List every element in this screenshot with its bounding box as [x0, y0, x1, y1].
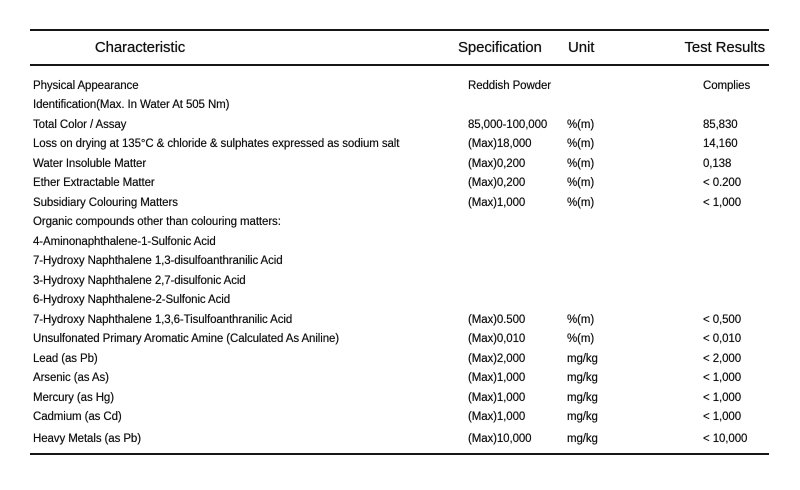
table-row: 3-Hydroxy Naphthalene 2,7-disulfonic Aci…	[30, 271, 769, 291]
cell-specification: (Max)0.500	[468, 313, 526, 326]
cell-test-result: < 1,000	[703, 391, 741, 404]
cell-specification: (Max)0,200	[468, 157, 526, 170]
cell-specification: (Max)1,000	[468, 372, 526, 385]
cell-characteristic: Unsulfonated Primary Aromatic Amine (Cal…	[33, 333, 340, 346]
table-row: Organic compounds other than colouring m…	[30, 213, 769, 233]
cell-characteristic: 7-Hydroxy Naphthalene 1,3-disulfoanthran…	[33, 255, 283, 268]
cell-unit: %(m)	[567, 177, 595, 190]
table-row: Loss on drying at 135°C & chloride & sul…	[30, 135, 769, 155]
cell-characteristic: Lead (as Pb)	[33, 352, 98, 365]
cell-test-result: < 1,000	[703, 411, 741, 424]
cell-unit: mg/kg	[567, 372, 598, 385]
table-row: Water Insoluble Matter (Max)0,200 %(m) 0…	[30, 154, 769, 174]
table-row: Identification(Max. In Water At 505 Nm)	[30, 96, 769, 116]
table-row: Heavy Metals (as Pb) (Max)10,000 mg/kg <…	[30, 429, 769, 449]
cell-unit: %(m)	[567, 313, 595, 326]
cell-characteristic: Mercury (as Hg)	[33, 391, 114, 404]
cell-characteristic: Subsidiary Colouring Matters	[33, 196, 178, 209]
cell-specification: Reddish Powder	[468, 79, 551, 92]
cell-specification: (Max)0,010	[468, 333, 526, 346]
cell-characteristic: Arsenic (as As)	[33, 372, 109, 385]
table-row: 6-Hydroxy Naphthalene-2-Sulfonic Acid	[30, 291, 769, 311]
cell-specification: (Max)1,000	[468, 391, 526, 404]
cell-unit: mg/kg	[567, 391, 598, 404]
table-row: Lead (as Pb) (Max)2,000 mg/kg < 2,000	[30, 349, 769, 369]
cell-characteristic: Heavy Metals (as Pb)	[33, 432, 141, 445]
cell-test-result: Complies	[703, 79, 751, 92]
table-header-row: Characteristic Specification Unit Test R…	[30, 29, 769, 66]
table-row: 7-Hydroxy Naphthalene 1,3,6-Tisulfoanthr…	[30, 310, 769, 330]
table-row: 4-Aminonaphthalene-1-Sulfonic Acid	[30, 232, 769, 252]
cell-characteristic: 6-Hydroxy Naphthalene-2-Sulfonic Acid	[33, 294, 231, 307]
cell-unit: %(m)	[567, 138, 595, 151]
cell-specification: 85,000-100,000	[468, 118, 548, 131]
header-characteristic-label: Characteristic	[94, 39, 186, 56]
header-unit: Unit	[568, 39, 595, 56]
table-row: Physical Appearance Reddish Powder Compl…	[30, 76, 769, 96]
specification-table: Characteristic Specification Unit Test R…	[30, 29, 769, 455]
cell-specification: (Max)0,200	[468, 177, 526, 190]
table-body: Physical Appearance Reddish Powder Compl…	[30, 66, 769, 455]
cell-test-result: < 0,010	[703, 333, 741, 346]
cell-characteristic: 7-Hydroxy Naphthalene 1,3,6-Tisulfoanthr…	[33, 313, 293, 326]
cell-specification: (Max)1,000	[468, 411, 526, 424]
cell-specification: (Max)2,000	[468, 352, 526, 365]
cell-test-result: 0,138	[703, 157, 732, 170]
cell-test-result: 85,830	[703, 118, 738, 131]
cell-specification: (Max)10,000	[468, 432, 532, 445]
table-row: Cadmium (as Cd) (Max)1,000 mg/kg < 1,000	[30, 408, 769, 428]
cell-characteristic: Water Insoluble Matter	[33, 157, 147, 170]
cell-characteristic: Total Color / Assay	[33, 118, 127, 131]
table-row: Mercury (as Hg) (Max)1,000 mg/kg < 1,000	[30, 388, 769, 408]
cell-test-result: < 1,000	[703, 372, 741, 385]
table-row: Unsulfonated Primary Aromatic Amine (Cal…	[30, 330, 769, 350]
cell-characteristic: Loss on drying at 135°C & chloride & sul…	[33, 138, 400, 151]
cell-characteristic: Physical Appearance	[33, 79, 139, 92]
cell-test-result: < 1,000	[703, 196, 741, 209]
cell-test-result: < 10,000	[703, 432, 748, 445]
cell-unit: %(m)	[567, 333, 595, 346]
cell-characteristic: 4-Aminonaphthalene-1-Sulfonic Acid	[33, 235, 216, 248]
table-row: Ether Extractable Matter (Max)0,200 %(m)…	[30, 174, 769, 194]
cell-specification: (Max)18,000	[468, 138, 532, 151]
header-characteristic: Characteristic	[30, 39, 455, 56]
table-row: Total Color / Assay 85,000-100,000 %(m) …	[30, 115, 769, 135]
cell-characteristic: Ether Extractable Matter	[33, 177, 155, 190]
table-row: Arsenic (as As) (Max)1,000 mg/kg < 1,000	[30, 369, 769, 389]
cell-characteristic: Cadmium (as Cd)	[33, 411, 122, 424]
cell-test-result: 14,160	[703, 138, 738, 151]
cell-characteristic: Organic compounds other than colouring m…	[33, 216, 281, 229]
cell-unit: mg/kg	[567, 352, 598, 365]
cell-characteristic: 3-Hydroxy Naphthalene 2,7-disulfonic Aci…	[33, 274, 246, 287]
header-specification: Specification	[458, 39, 542, 56]
cell-unit: %(m)	[567, 196, 595, 209]
table-row: Subsidiary Colouring Matters (Max)1,000 …	[30, 193, 769, 213]
cell-test-result: < 0,500	[703, 313, 741, 326]
cell-unit: mg/kg	[567, 432, 598, 445]
cell-test-result: < 0.200	[703, 177, 741, 190]
header-test-results: Test Results	[684, 39, 766, 56]
cell-specification: (Max)1,000	[468, 196, 526, 209]
cell-unit: mg/kg	[567, 411, 598, 424]
cell-unit: %(m)	[567, 157, 595, 170]
table-row: 7-Hydroxy Naphthalene 1,3-disulfoanthran…	[30, 252, 769, 272]
cell-test-result: < 2,000	[703, 352, 741, 365]
cell-characteristic: Identification(Max. In Water At 505 Nm)	[33, 99, 230, 112]
cell-unit: %(m)	[567, 118, 595, 131]
